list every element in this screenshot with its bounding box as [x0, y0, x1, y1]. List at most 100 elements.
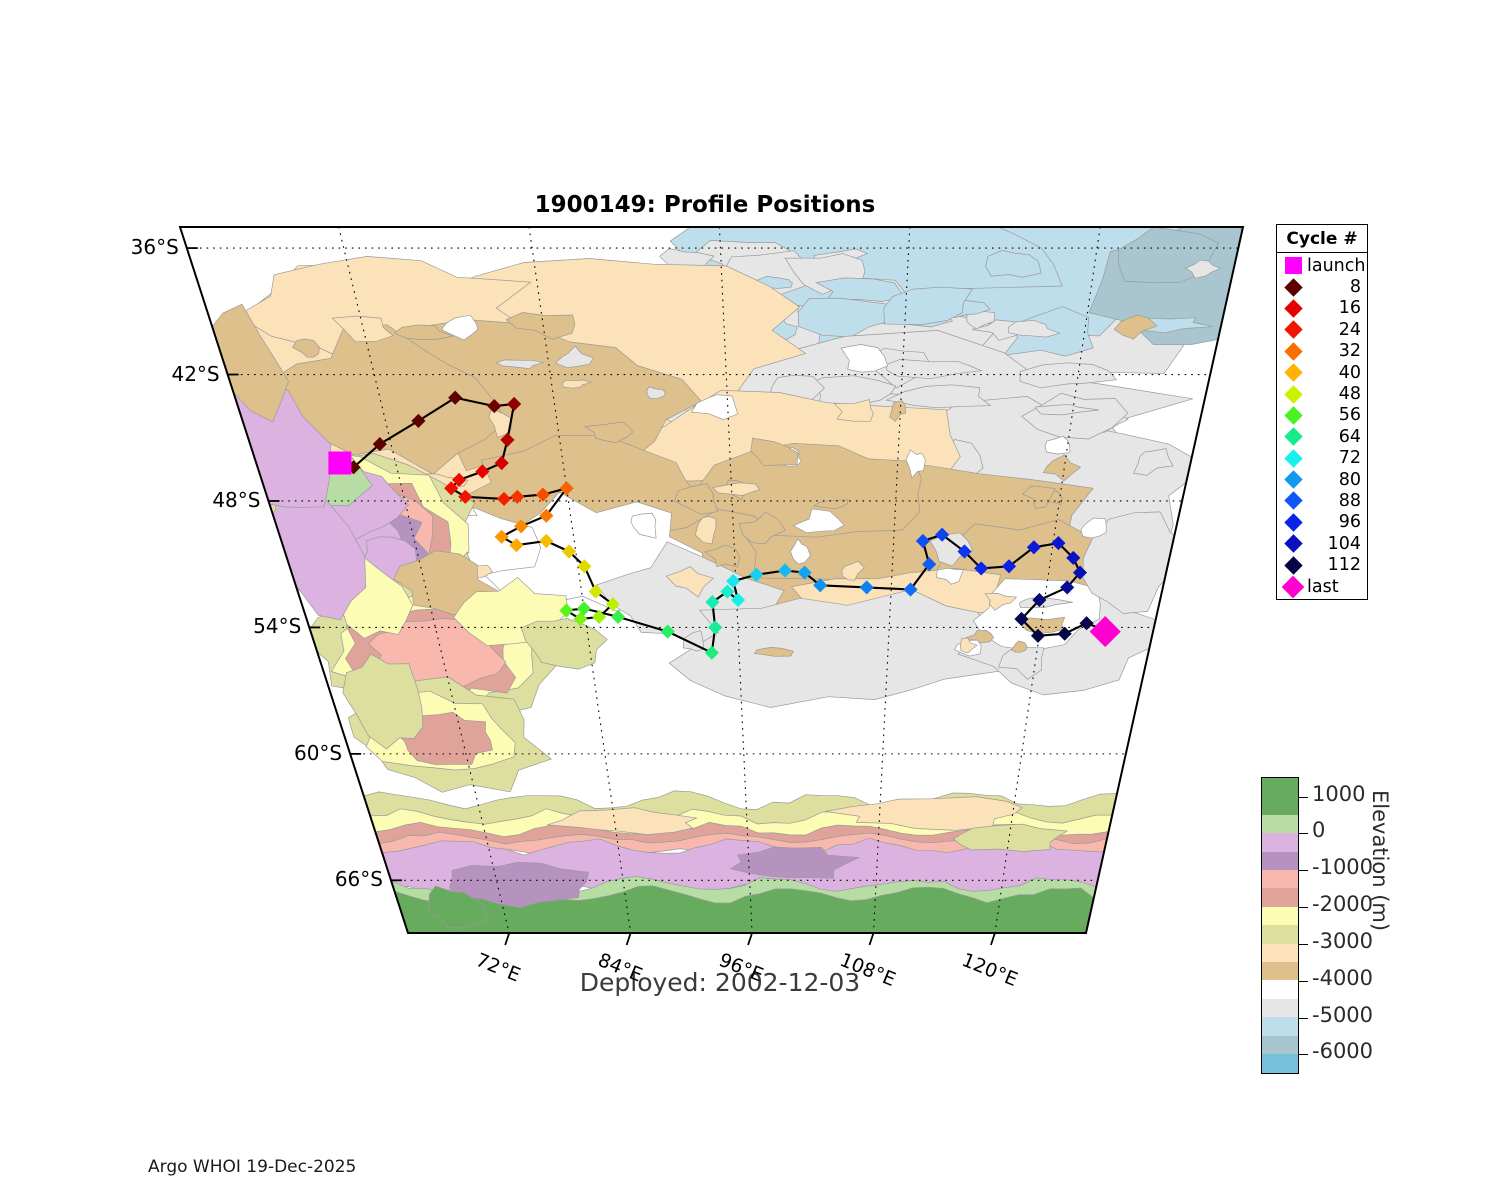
- map-frame: [178, 226, 1245, 946]
- legend-row-cycle-64[interactable]: 64: [1277, 426, 1367, 447]
- legend-row-cycle-56[interactable]: 56: [1277, 405, 1367, 426]
- deep-patch: [1133, 448, 1174, 476]
- colorbar-tick--4000: [1299, 980, 1308, 982]
- colorbar-band-3: [1262, 851, 1298, 871]
- legend-row-cycle-96-swatch: [1281, 513, 1305, 532]
- speckle: [495, 359, 544, 370]
- cycle-swatch-diamond: [1283, 299, 1303, 318]
- speckle: [790, 538, 811, 565]
- speckle: [1113, 314, 1158, 340]
- colorbar-band-0: [1262, 778, 1298, 815]
- speckle: [712, 482, 761, 496]
- colorbar-label--4000: -4000: [1312, 965, 1374, 990]
- profile-marker: [957, 544, 972, 559]
- speckle: [984, 593, 1018, 611]
- colorbar-band-6: [1262, 906, 1298, 926]
- colorbar-band-7: [1262, 925, 1298, 944]
- legend-row-cycle-24[interactable]: 24: [1277, 319, 1367, 340]
- legend-row-cycle-104[interactable]: 104: [1277, 533, 1367, 554]
- profile-marker: [1014, 611, 1029, 627]
- speckle: [905, 449, 926, 479]
- elevation-colorbar: [1261, 777, 1299, 1074]
- profile-marker: [510, 489, 525, 504]
- legend-row-cycle-112-swatch: [1281, 555, 1305, 575]
- profile-marker: [562, 544, 577, 559]
- legend-row-cycle-88-swatch: [1281, 491, 1305, 511]
- colorbar-tick-1000: [1299, 796, 1308, 798]
- profile-marker: [611, 609, 626, 624]
- profile-marker: [1057, 626, 1072, 641]
- legend-row-cycle-40-swatch: [1281, 363, 1305, 382]
- legend-row-cycle-72-swatch: [1281, 449, 1305, 468]
- profile-marker: [588, 584, 603, 599]
- speckle: [703, 544, 741, 568]
- deep-patch: [883, 286, 974, 325]
- cycle-legend[interactable]: Cycle # launch 8 16 24 32 40 48 56 64 72 80 88 96 104…: [1276, 224, 1368, 601]
- profile-marker: [458, 489, 473, 504]
- legend-row-cycle-48-swatch: [1281, 384, 1305, 404]
- speckle: [505, 312, 576, 340]
- legend-row-cycle-56-label: 56: [1338, 405, 1361, 426]
- antarctic-land-w: [428, 885, 487, 929]
- legend-row-cycle-8-label: 8: [1349, 277, 1361, 298]
- speckle: [694, 516, 717, 545]
- legend-row-cycle-56-swatch: [1281, 406, 1305, 425]
- profile-marker: [539, 533, 554, 549]
- speckle: [1010, 640, 1028, 653]
- profile-marker: [411, 413, 426, 428]
- legend-row-launch[interactable]: launch: [1277, 255, 1367, 276]
- speckle: [554, 345, 595, 369]
- colorbar-tick--6000: [1299, 1054, 1308, 1056]
- speckle: [750, 437, 799, 467]
- legend-row-cycle-112[interactable]: 112: [1277, 554, 1367, 575]
- profile-marker: [577, 559, 592, 574]
- cycle-swatch-diamond: [1283, 427, 1303, 447]
- profile-marker: [535, 487, 550, 502]
- legend-row-cycle-104-label: 104: [1327, 533, 1361, 554]
- profile-marker: [813, 578, 828, 593]
- antarctic-shelf-c: [729, 846, 861, 879]
- last-swatch-diamond: [1281, 575, 1305, 598]
- profile-marker: [1051, 536, 1066, 551]
- profile-marker: [1026, 540, 1041, 555]
- legend-row-cycle-40[interactable]: 40: [1277, 362, 1367, 383]
- colorbar-label-0: 0: [1312, 818, 1326, 843]
- speckle: [960, 637, 978, 654]
- legend-row-cycle-104-swatch: [1281, 534, 1305, 553]
- legend-row-last[interactable]: last: [1277, 575, 1367, 598]
- legend-row-cycle-32[interactable]: 32: [1277, 341, 1367, 362]
- legend-row-cycle-88[interactable]: 88: [1277, 490, 1367, 511]
- colorbar-band-4: [1262, 870, 1298, 889]
- profile-marker: [539, 508, 554, 523]
- profile-marker: [660, 624, 675, 639]
- page-title: 1900149: Profile Positions: [534, 192, 876, 218]
- speckle: [673, 483, 719, 515]
- legend-row-cycle-80[interactable]: 80: [1277, 469, 1367, 490]
- legend-row-cycle-96[interactable]: 96: [1277, 512, 1367, 533]
- profile-marker: [500, 432, 515, 447]
- legend-row-cycle-8[interactable]: 8: [1277, 276, 1367, 297]
- colorbar-band-11: [1262, 998, 1298, 1018]
- profile-marker: [573, 611, 588, 627]
- colorbar-band-10: [1262, 980, 1298, 999]
- profile-marker: [514, 519, 529, 534]
- lat-label-48: 48°S: [212, 487, 261, 512]
- legend-row-cycle-72[interactable]: 72: [1277, 448, 1367, 469]
- profile-marker: [749, 567, 764, 582]
- profile-marker: [777, 563, 793, 578]
- colorbar-band-1: [1262, 814, 1298, 834]
- colorbar-axis-title: Elevation (m): [1368, 790, 1392, 932]
- legend-row-cycle-48[interactable]: 48: [1277, 383, 1367, 404]
- speckle: [929, 532, 974, 567]
- legend-row-cycle-80-swatch: [1281, 470, 1305, 489]
- speckle: [440, 314, 478, 341]
- profile-marker: [922, 557, 937, 572]
- legend-row-cycle-16[interactable]: 16: [1277, 298, 1367, 319]
- colorbar-label--3000: -3000: [1312, 928, 1374, 953]
- speckle: [691, 394, 739, 421]
- speckle: [1042, 454, 1082, 482]
- colorbar-tick-0: [1299, 833, 1308, 835]
- legend-title: Cycle #: [1277, 225, 1367, 253]
- profile-marker: [915, 533, 930, 549]
